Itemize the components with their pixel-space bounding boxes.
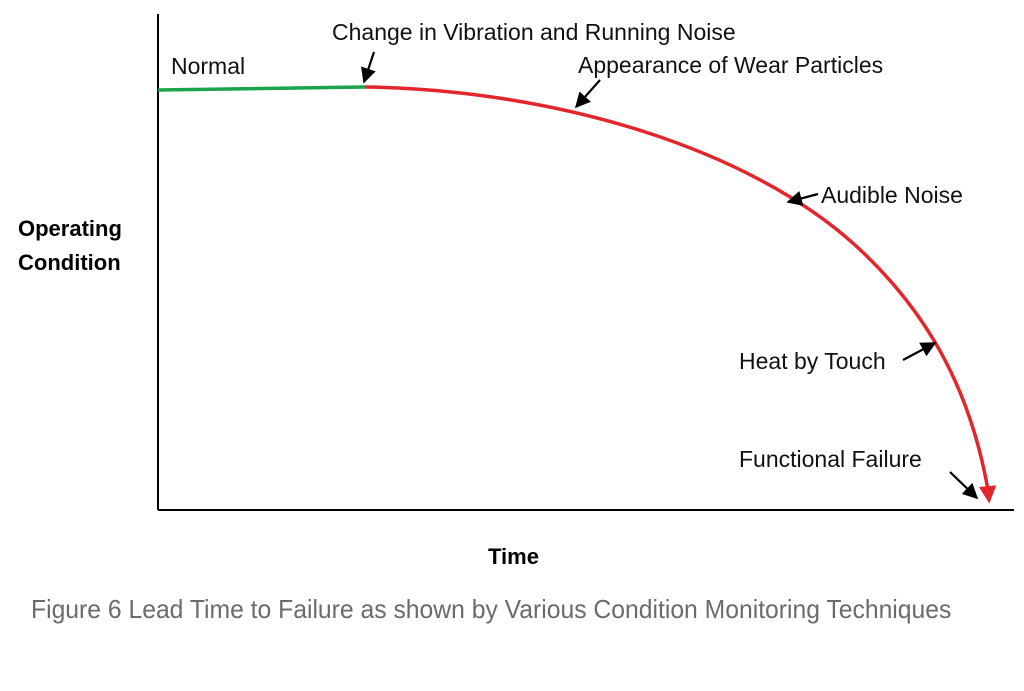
wear-pointer-arrow — [574, 79, 601, 109]
audible-pointer-arrow — [786, 190, 819, 206]
label-vibration-change: Change in Vibration and Running Noise — [332, 19, 736, 45]
label-functional-failure: Functional Failure — [739, 446, 922, 472]
x-axis-title: Time — [488, 544, 539, 569]
figure-caption: Figure 6 Lead Time to Failure as shown b… — [31, 594, 952, 624]
label-heat-by-touch: Heat by Touch — [739, 348, 886, 374]
normal-segment — [157, 85, 366, 92]
degradation-curve — [364, 85, 997, 504]
heat-pointer-arrow — [902, 342, 937, 361]
label-wear-particles: Appearance of Wear Particles — [578, 52, 884, 78]
label-normal: Normal — [171, 53, 246, 79]
vibration-pointer-arrow — [361, 51, 376, 84]
failure-pointer-arrow — [949, 471, 979, 500]
y-axis-title: Operating Condition — [18, 216, 122, 276]
label-audible-noise: Audible Noise — [821, 182, 963, 208]
